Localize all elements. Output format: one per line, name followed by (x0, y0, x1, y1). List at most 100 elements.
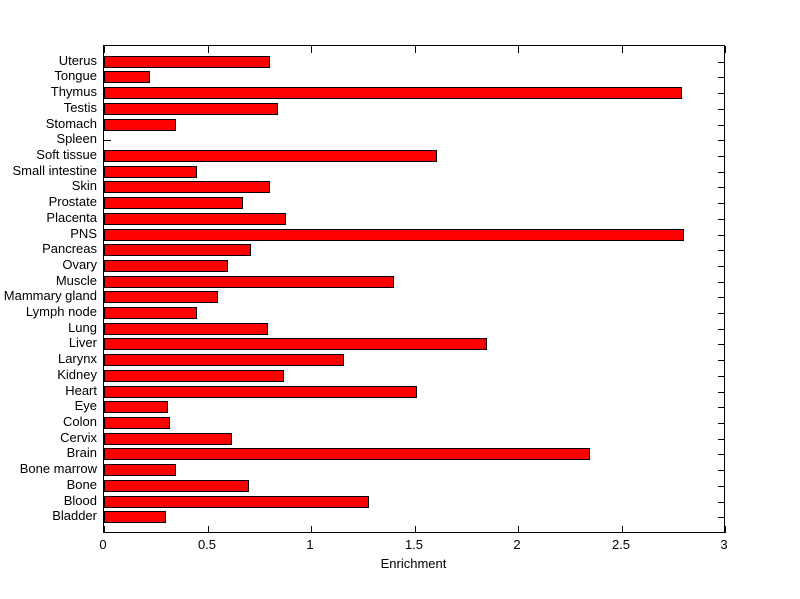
x-tick-top (311, 46, 312, 53)
x-tick-label: 0.5 (197, 537, 217, 552)
bar (104, 181, 270, 193)
x-tick-top (208, 46, 209, 53)
bar (104, 307, 197, 319)
bar (104, 323, 268, 335)
y-tick-right (718, 470, 725, 471)
y-category-label: Stomach (45, 116, 97, 131)
y-tick-right (718, 423, 725, 424)
y-tick-right (718, 360, 725, 361)
x-tick-top (415, 46, 416, 53)
y-category-label: Skin (71, 178, 97, 193)
x-tick-bottom (104, 526, 105, 533)
y-category-label: Brain (66, 445, 97, 460)
y-tick-right (718, 329, 725, 330)
bar (104, 56, 270, 68)
bar (104, 370, 284, 382)
y-tick-right (718, 344, 725, 345)
bar (104, 401, 168, 413)
bar (104, 448, 590, 460)
y-tick-right (718, 486, 725, 487)
y-tick-right (718, 235, 725, 236)
y-tick-right (718, 109, 725, 110)
bar (104, 166, 197, 178)
x-tick-label: 2 (513, 537, 521, 552)
y-tick-right (718, 407, 725, 408)
x-axis-title: Enrichment (380, 556, 447, 571)
y-category-label: Uterus (58, 53, 97, 68)
plot-area (103, 45, 726, 533)
bar (104, 276, 394, 288)
y-category-label: Liver (68, 335, 97, 350)
y-category-label: Bone (66, 477, 97, 492)
y-category-label: Muscle (55, 273, 97, 288)
x-tick-bottom (518, 526, 519, 533)
y-category-label: Soft tissue (36, 147, 97, 162)
y-tick-right (718, 250, 725, 251)
y-tick-right (718, 502, 725, 503)
y-category-label: Small intestine (12, 163, 97, 178)
y-tick-right (718, 77, 725, 78)
bar (104, 511, 166, 523)
x-tick-top (518, 46, 519, 53)
y-tick-right (718, 62, 725, 63)
x-tick-label: 1 (306, 537, 314, 552)
y-category-label: Mammary gland (3, 288, 97, 303)
y-category-label: Placenta (46, 210, 97, 225)
y-tick-right (718, 187, 725, 188)
y-tick-right (718, 517, 725, 518)
y-tick-right (718, 297, 725, 298)
y-tick-right (718, 203, 725, 204)
y-category-label: Lung (68, 320, 97, 335)
x-tick-bottom (208, 526, 209, 533)
y-category-label: Colon (63, 414, 97, 429)
y-category-label: Testis (63, 100, 97, 115)
y-tick-right (718, 93, 725, 94)
y-category-label: Bone marrow (19, 461, 97, 476)
bar (104, 417, 170, 429)
y-tick-right (718, 172, 725, 173)
y-category-label: Bladder (52, 508, 97, 523)
y-category-label: PNS (70, 226, 97, 241)
bar (104, 71, 150, 83)
y-tick-right (718, 125, 725, 126)
bar (104, 496, 369, 508)
bar (104, 260, 228, 272)
x-tick-label: 0 (99, 537, 107, 552)
y-tick-right (718, 439, 725, 440)
y-tick-right (718, 376, 725, 377)
bar (104, 354, 344, 366)
bar (104, 103, 278, 115)
x-tick-label: 3 (720, 537, 728, 552)
y-tick-right (718, 266, 725, 267)
bar (104, 464, 176, 476)
y-category-label: Pancreas (42, 241, 97, 256)
bar (104, 291, 218, 303)
x-tick-bottom (415, 526, 416, 533)
y-tick-right (718, 219, 725, 220)
bar (104, 433, 232, 445)
y-tick-left (104, 140, 111, 141)
x-tick-bottom (622, 526, 623, 533)
y-category-label: Cervix (60, 430, 97, 445)
bar (104, 119, 176, 131)
x-tick-top (622, 46, 623, 53)
y-category-label: Thymus (50, 84, 97, 99)
bar (104, 386, 417, 398)
y-tick-right (718, 392, 725, 393)
y-tick-right (718, 454, 725, 455)
bar (104, 197, 243, 209)
bar (104, 229, 684, 241)
y-category-label: Prostate (48, 194, 97, 209)
bar (104, 213, 286, 225)
bar (104, 150, 437, 162)
bar (104, 244, 251, 256)
x-tick-bottom (725, 526, 726, 533)
bar (104, 87, 682, 99)
x-tick-bottom (311, 526, 312, 533)
x-tick-label: 2.5 (611, 537, 631, 552)
y-category-label: Tongue (54, 68, 97, 83)
y-category-label: Lymph node (25, 304, 97, 319)
bar (104, 338, 487, 350)
y-category-label: Heart (65, 383, 97, 398)
